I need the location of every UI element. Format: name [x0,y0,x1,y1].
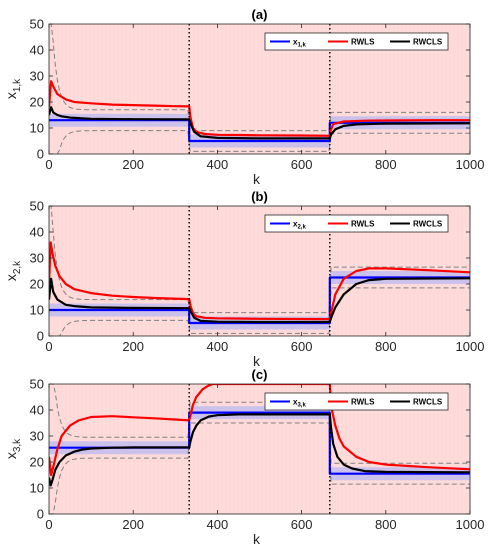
chart-b-ytick-label: 20 [30,277,44,292]
chart-b-xtick-label: 200 [122,339,144,354]
chart-a-bound-lower [49,130,470,154]
chart-b-ytick-label: 0 [37,329,44,344]
chart-b-xlabel: k [253,353,261,369]
chart-a-legend: x1,k RWLS RWCLS [264,32,449,51]
chart-b-bound-lower [49,287,470,336]
chart-c-xtick-label: 600 [291,517,313,532]
chart-b: 0 200 400 600 800 100001020304050(b)kx2,kx2,k… [3,189,484,369]
chart-a-ytick-label: 50 [30,17,44,32]
chart-a-legend-label: RWCLS [413,38,443,47]
chart-c-series-rwcls [49,413,470,487]
chart-b-series-rwcls [49,277,470,324]
chart-c-ylabel: x3,k [3,438,23,459]
chart-c-legend: x3,k RWLS RWCLS [264,392,449,411]
chart-c-bound-lower [49,422,470,514]
chart-b-ylabel: x2,k [3,260,23,281]
chart-a-legend-box [264,32,449,51]
chart-b-xtick-label: 0 [45,339,52,354]
chart-a-legend-label: RWLS [351,38,375,47]
chart-a: 0 200 400 600 800 100001020304050(a)kx1,kx1,k… [3,7,484,187]
chart-c-xtick-label: 1000 [456,517,485,532]
chart-a-bound-upper [49,24,470,132]
chart-b-axes-box [48,205,471,337]
chart-b-ytick-label: 40 [30,225,44,240]
chart-a-xtick-label: 800 [375,157,397,172]
chart-b-legend-label: RWLS [351,220,375,229]
chart-c-xtick-label: 800 [375,517,397,532]
chart-c-bound-upper [49,384,470,464]
chart-b-ytick-label: 10 [30,303,44,318]
chart-b-legend-label: RWCLS [413,220,443,229]
chart-a-ytick-label: 30 [30,69,44,84]
chart-a-ytick-label: 40 [30,43,44,58]
chart-c-title: (c) [252,367,268,382]
chart-c-legend-box [264,392,449,411]
chart-c-xtick-label: 400 [207,517,229,532]
chart-b-legend-box [264,214,449,233]
chart-a-xtick-label: 600 [291,157,313,172]
chart-c-legend-label: RWCLS [413,398,443,407]
chart-b-series-rwls [49,241,470,321]
chart-b-xtick-label: 1000 [456,339,485,354]
chart-b-confidence-band [49,271,470,330]
chart-b-bound-upper [49,206,470,314]
chart-b-ytick-label: 30 [30,251,44,266]
chart-a-ytick-label: 10 [30,121,44,136]
chart-a-xlabel: k [253,171,261,187]
chart-a-ytick-label: 20 [30,95,44,110]
chart-a-xtick-label: 200 [122,157,144,172]
chart-c-xtick-label: 200 [122,517,144,532]
chart-a-axes-box [48,23,471,155]
chart-a-xtick-label: 1000 [456,157,485,172]
chart-c-ytick-label: 30 [30,429,44,444]
chart-a-series-rwcls [49,106,470,140]
chart-c-series-rwls [49,384,470,477]
chart-c-axes-box [48,383,471,515]
chart-a-series-rwls [49,80,470,137]
chart-c-legend-label: x3,k [293,398,306,409]
chart-c-ytick-label: 0 [37,507,44,522]
chart-c: 0 200 400 600 800 100001020304050(c)kx3,kx3,k… [3,367,484,547]
chart-b-xtick-label: 600 [291,339,313,354]
chart-b-legend-label: x2,k [293,220,306,231]
chart-c-ytick-label: 10 [30,481,44,496]
chart-a-title: (a) [252,7,268,22]
chart-c-legend-label: RWLS [351,398,375,407]
chart-c-xlabel: k [253,531,261,547]
chart-a-legend-label: x1,k [293,38,306,49]
chart-b-title: (b) [251,189,268,204]
chart-b-ytick-label: 50 [30,199,44,214]
chart-b-xtick-label: 400 [207,339,229,354]
chart-b-xtick-label: 800 [375,339,397,354]
chart-c-ytick-label: 50 [30,377,44,392]
chart-c-xtick-label: 0 [45,517,52,532]
chart-a-ytick-label: 0 [37,147,44,162]
chart-a-xtick-label: 0 [45,157,52,172]
chart-c-ytick-label: 20 [30,455,44,470]
chart-b-legend: x2,k RWLS RWCLS [264,214,449,233]
chart-a-xtick-label: 400 [207,157,229,172]
chart-c-ytick-label: 40 [30,403,44,418]
chart-a-ylabel: x1,k [3,78,23,99]
